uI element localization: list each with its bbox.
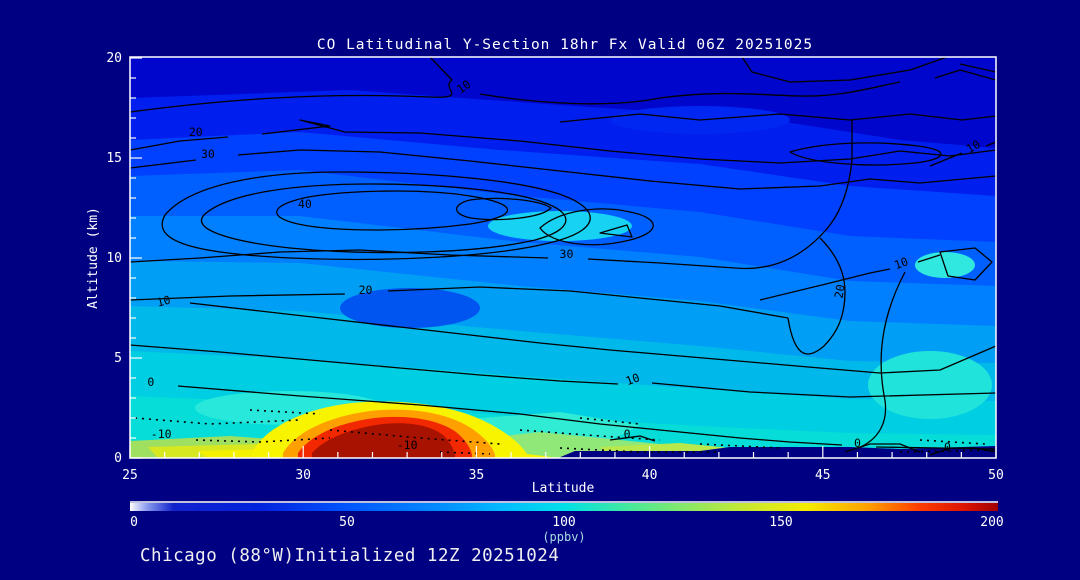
colorbar-tick-label: 200 [980,515,1003,530]
contour-label: 30 [201,147,215,161]
contour-label: 10 [624,370,642,388]
contour-label: 0 [624,427,631,441]
colorbar-unit-label: (ppbv) [542,530,585,544]
y-tick-label: 15 [106,151,122,166]
x-tick-label: 40 [642,468,658,483]
contour-label: 0 [147,375,154,389]
colorbar-tick-label: 50 [339,515,355,530]
contour-lines [130,57,996,456]
colorbar-gradient [130,503,998,511]
contour-label: 10 [454,77,473,96]
colorbar-tick-label: 100 [552,515,575,530]
x-tick-label: 25 [122,468,138,483]
y-tick-label: 10 [106,251,122,266]
colorbar: 0 50 100 150 200 (ppbv) [130,501,1004,544]
plot-title: CO Latitudinal Y-Section 18hr Fx Valid 0… [317,37,813,53]
contour-label: 10 [892,254,910,272]
contour-label: 20 [832,283,848,299]
y-tick-label: 20 [106,51,122,66]
x-tick-label: 35 [469,468,485,483]
contour-label: -10 [151,427,172,441]
x-tick-label: 45 [815,468,831,483]
axis-tick-labels: 25 30 35 40 45 50 0 5 10 15 20 [106,51,1003,483]
contour-label: 20 [359,283,373,297]
contour-label: 10 [155,293,172,310]
footer-annotation: Chicago (88°W)Initialized 12Z 20251024 [140,546,559,566]
contour-label: 20 [189,125,203,139]
contour-labels: 10 20 30 40 30 20 10 10 20 10 0 10 0 -10 -10 0 0 [147,77,982,454]
colorbar-tick-labels: 0 50 100 150 200 [130,515,1004,530]
contour-label: 0 [854,436,861,450]
contour-label: -10 [397,438,418,452]
axis-ticks [129,57,997,459]
contour-label: 0 [944,440,951,454]
contour-label: 40 [298,197,312,211]
colorbar-tick-label: 0 [130,515,138,530]
y-axis-label: Altitude (km) [86,207,101,309]
x-axis-label: Latitude [532,481,595,496]
y-tick-label: 0 [114,451,122,466]
colorbar-tick-label: 150 [769,515,792,530]
x-tick-label: 30 [295,468,311,483]
x-tick-label: 50 [988,468,1004,483]
contour-label: 10 [964,137,983,156]
contour-label: 30 [560,247,574,261]
y-tick-label: 5 [114,351,122,366]
